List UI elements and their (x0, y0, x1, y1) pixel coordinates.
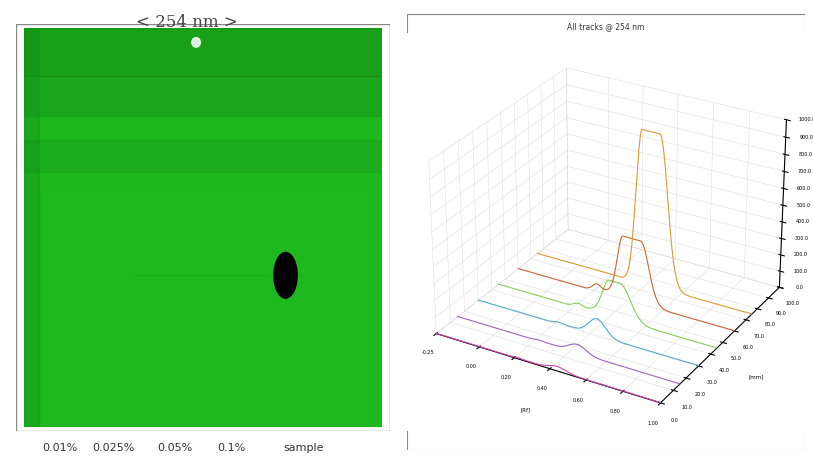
Text: 0.01%: 0.01% (42, 443, 78, 453)
Bar (24, 28, 39, 427)
Y-axis label: [mm]: [mm] (748, 374, 763, 379)
Bar (24, 76, 382, 116)
Bar (24, 28, 382, 76)
Bar (42, 188, 372, 427)
Bar (24, 140, 382, 172)
Text: 0.05%: 0.05% (157, 443, 192, 453)
Text: 0.025%: 0.025% (93, 443, 135, 453)
Text: 0.1%: 0.1% (218, 443, 246, 453)
Text: < 254 nm >: < 254 nm > (136, 14, 238, 31)
Title: All tracks @ 254 nm: All tracks @ 254 nm (567, 22, 645, 31)
X-axis label: [Rf]: [Rf] (520, 408, 530, 412)
Ellipse shape (274, 252, 297, 298)
Circle shape (192, 37, 200, 47)
Text: sample: sample (283, 443, 324, 453)
